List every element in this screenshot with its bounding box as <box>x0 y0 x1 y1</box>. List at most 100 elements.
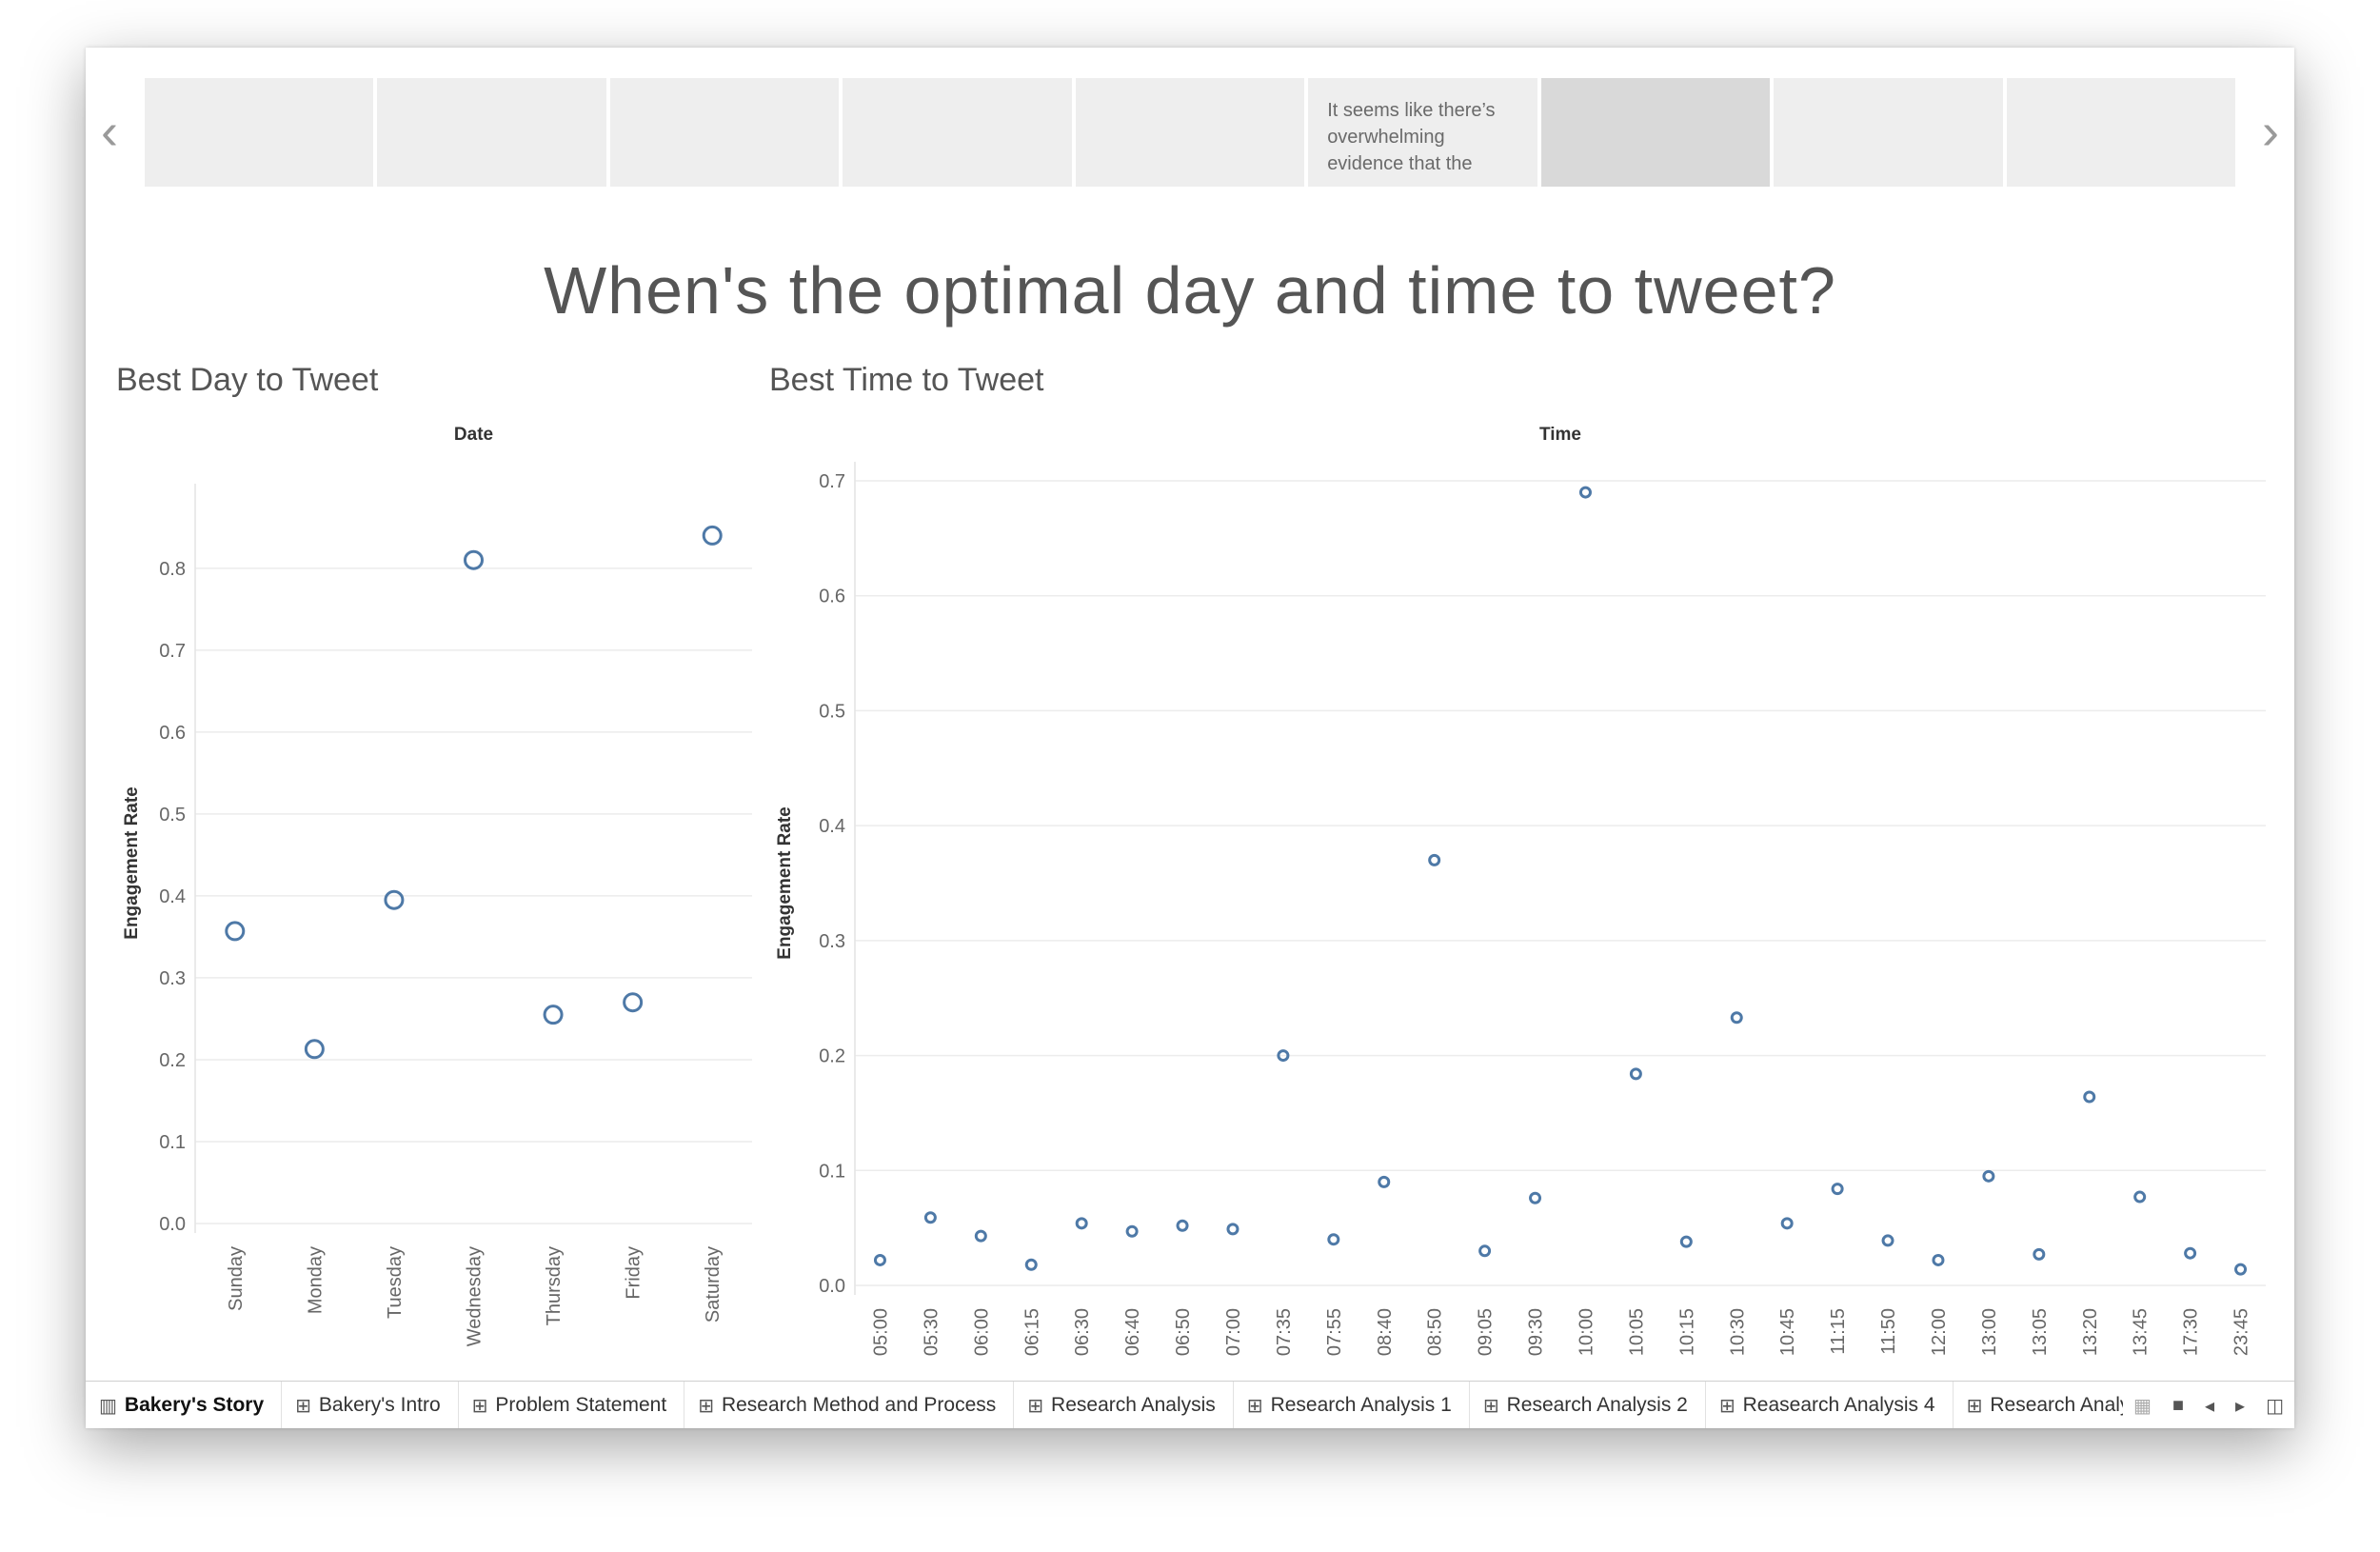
data-point <box>464 549 484 570</box>
x-tick-label: 23:45 <box>2231 1308 2252 1356</box>
x-tick-label: 11:50 <box>1878 1308 1899 1355</box>
story-next-arrow-icon[interactable]: › <box>2262 103 2279 160</box>
day-chart: Date Engagement Rate 0.0 0.1 0.2 0.3 0.4 0.5 0.6… <box>122 425 752 1346</box>
x-tick-label: 13:45 <box>2131 1308 2152 1356</box>
sheet-tab-label: Research Analysis 1 <box>1270 1394 1452 1416</box>
y-tick-label: 0.4 <box>159 886 186 907</box>
prev-sheet-icon[interactable]: ◂ <box>2205 1395 2215 1417</box>
x-tick-label: 10:00 <box>1576 1308 1597 1356</box>
sheet-tab[interactable]: ▥ Bakery's Story <box>86 1382 283 1428</box>
x-tick-label: Monday <box>305 1246 326 1314</box>
story-point-8[interactable] <box>1774 78 2003 187</box>
data-point <box>974 1229 987 1243</box>
story-point-2[interactable] <box>377 78 606 187</box>
sheet-tab[interactable]: ⊞ Research Analysis 1 <box>1234 1382 1470 1428</box>
story-point-5[interactable] <box>1075 78 1305 187</box>
data-point <box>1125 1224 1139 1238</box>
sheet-tab-label: Problem Statement <box>495 1394 667 1416</box>
x-tick-label: Wednesday <box>465 1246 486 1346</box>
sheet-tab[interactable]: ⊞ Research Method and Process <box>684 1382 1015 1428</box>
x-tick-label: Thursday <box>544 1246 565 1325</box>
y-tick-label: 0.1 <box>159 1132 186 1153</box>
data-point <box>1277 1049 1290 1063</box>
x-tick-label: 05:00 <box>870 1308 891 1356</box>
x-tick-label: 09:30 <box>1526 1308 1547 1356</box>
y-tick-label: 0.7 <box>159 641 186 662</box>
data-point <box>2234 1263 2248 1276</box>
sheet-tab-label: Reasearch Analysis 4 <box>1742 1394 1935 1416</box>
data-point <box>1730 1011 1743 1025</box>
data-point <box>923 1211 937 1224</box>
data-point <box>2184 1246 2197 1260</box>
sheet-tab[interactable]: ⊞ Research Analysis 2 <box>1470 1382 1706 1428</box>
data-point <box>1327 1233 1340 1246</box>
story-navigator: It seems like there’s overwhelming evide… <box>145 78 2235 187</box>
x-tick-label: 05:30 <box>921 1308 942 1356</box>
story-point-9[interactable] <box>2006 78 2235 187</box>
data-point <box>1428 853 1441 866</box>
story-point-4[interactable] <box>843 78 1072 187</box>
x-tick-label: 06:50 <box>1173 1308 1194 1356</box>
x-tick-label: Sunday <box>226 1246 247 1311</box>
data-point <box>1679 1235 1693 1248</box>
grid-icon: ⊞ <box>471 1395 488 1417</box>
x-tick-label: Tuesday <box>385 1246 406 1319</box>
data-point <box>2033 1247 2046 1261</box>
sheet-tab-label: Research Analysis <box>1051 1394 1216 1416</box>
sheet-tab[interactable]: ⊞ Problem Statement <box>459 1382 685 1428</box>
grid-icon: ⊞ <box>1027 1395 1044 1417</box>
story-title: When's the optimal day and time to tweet… <box>544 253 1836 328</box>
grid-icon: ⊞ <box>295 1395 311 1417</box>
data-point <box>1881 1234 1894 1247</box>
x-tick-label: 11:15 <box>1828 1308 1849 1355</box>
data-point <box>1982 1169 1995 1183</box>
sheet-tab[interactable]: ⊞ Reasearch Analysis 4 <box>1706 1382 1954 1428</box>
x-tick-label: 06:30 <box>1072 1308 1093 1356</box>
next-sheet-icon[interactable]: ▸ <box>2235 1395 2246 1417</box>
y-tick-label: 0.6 <box>159 723 186 744</box>
data-point <box>1075 1217 1088 1230</box>
story-prev-arrow-icon[interactable]: ‹ <box>101 103 118 160</box>
x-tick-label: 07:35 <box>1274 1308 1295 1356</box>
single-view-icon[interactable]: ■ <box>2172 1394 2184 1416</box>
story-point-3[interactable] <box>609 78 840 187</box>
sheet-tab-label: Research Analysis 2 <box>1506 1394 1688 1416</box>
x-tick-label: 08:50 <box>1425 1308 1446 1356</box>
data-point <box>384 889 405 910</box>
y-tick-label: 0.8 <box>159 559 186 580</box>
x-tick-label: 09:05 <box>1476 1308 1497 1356</box>
x-tick-label: 10:45 <box>1777 1308 1798 1356</box>
x-tick-label: 10:30 <box>1727 1308 1748 1356</box>
x-axis-title: Date <box>454 425 493 445</box>
x-tick-label: 13:20 <box>2080 1308 2101 1356</box>
sheet-tab[interactable]: ⊞ Bakery's Intro <box>282 1382 459 1428</box>
x-tick-label: 13:00 <box>1979 1308 2000 1356</box>
story-point-7[interactable] <box>1540 78 1771 187</box>
present-icon[interactable]: ◫ <box>2266 1395 2284 1417</box>
sheet-tab-label: Bakery's Intro <box>318 1394 441 1416</box>
grid-icon: ⊞ <box>1966 1395 1983 1417</box>
story-point-6[interactable]: It seems like there’s overwhelming evide… <box>1308 78 1537 187</box>
book-icon: ▥ <box>99 1395 117 1417</box>
data-point <box>1378 1175 1391 1188</box>
data-point <box>1780 1217 1794 1230</box>
sheet-tab-label: Bakery's Story <box>124 1394 265 1416</box>
data-point <box>1932 1253 1945 1266</box>
grid-icon: ⊞ <box>1246 1395 1263 1417</box>
y-axis-title: Engagement Rate <box>122 786 142 939</box>
x-tick-label: 10:15 <box>1676 1308 1697 1356</box>
x-tick-label: 12:00 <box>1929 1308 1950 1356</box>
grid-view-icon[interactable]: ▦ <box>2133 1395 2152 1417</box>
data-point <box>1529 1191 1542 1204</box>
sheet-tab[interactable]: ⊞ Research Analysis <box>1014 1382 1234 1428</box>
data-point <box>1578 486 1592 499</box>
x-tick-label: Saturday <box>703 1246 724 1323</box>
data-point <box>1478 1244 1492 1258</box>
x-tick-label: 06:15 <box>1021 1308 1042 1356</box>
story-point-1[interactable] <box>145 78 374 187</box>
x-tick-label: 07:00 <box>1223 1308 1244 1356</box>
y-tick-label: 0.0 <box>159 1214 186 1235</box>
x-tick-label: 06:00 <box>971 1308 992 1356</box>
grid-icon: ⊞ <box>698 1395 714 1417</box>
y-tick-label: 0.2 <box>159 1050 186 1071</box>
